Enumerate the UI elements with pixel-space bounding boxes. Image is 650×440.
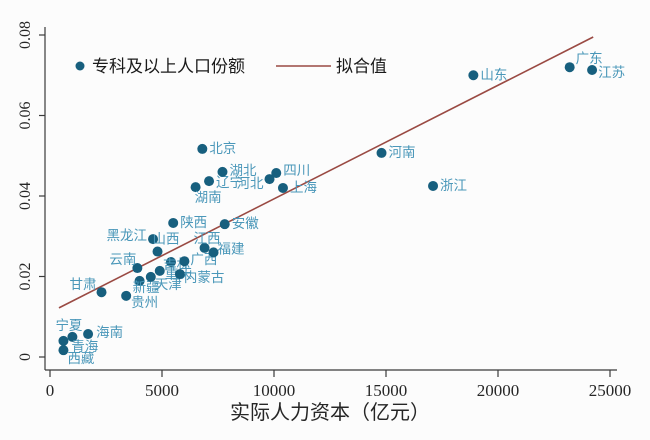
point-label: 内蒙古 (184, 270, 225, 285)
point-label: 辽宁 (216, 174, 243, 190)
y-tick-label: 0.06 (17, 102, 34, 130)
point-label: 青海 (71, 339, 98, 354)
point-label: 黑龙江 (107, 228, 148, 243)
data-point (179, 256, 190, 267)
data-point (154, 265, 165, 276)
point-label: 宁夏 (55, 317, 82, 333)
point-label: 湖南 (195, 190, 222, 205)
point-label: 广东 (576, 51, 603, 66)
point-label: 陕西 (180, 215, 207, 230)
data-point (587, 65, 598, 76)
point-label: 四川 (283, 163, 310, 178)
y-tick-label: 0.02 (17, 263, 34, 291)
x-tick-label: 20000 (477, 381, 520, 400)
data-point (277, 182, 288, 193)
data-point (58, 345, 69, 356)
x-tick-label: 0 (46, 381, 55, 400)
y-tick-label: 0.08 (17, 21, 34, 49)
point-label: 甘肃 (70, 277, 97, 292)
data-point (208, 247, 219, 258)
data-point (199, 242, 210, 253)
data-point (217, 166, 228, 177)
data-point (132, 263, 143, 274)
data-point (174, 269, 185, 280)
point-label: 云南 (109, 252, 136, 267)
x-tick-label: 15000 (365, 381, 408, 400)
x-tick-label: 5000 (145, 381, 179, 400)
data-point (152, 246, 163, 257)
point-label: 江苏 (598, 65, 625, 80)
data-point (264, 174, 275, 185)
data-point (376, 147, 387, 158)
data-point (564, 62, 575, 73)
point-label: 山东 (480, 67, 507, 82)
data-point (468, 70, 479, 81)
legend-fit-label: 拟合值 (336, 57, 387, 76)
data-point (145, 271, 156, 282)
point-label: 江西 (194, 231, 221, 246)
point-label: 贵州 (131, 295, 158, 310)
x-tick-label: 10000 (253, 381, 296, 400)
point-label: 安徽 (232, 216, 259, 231)
point-label: 新疆 (133, 280, 160, 295)
data-point (67, 331, 78, 342)
point-label: 河北 (237, 176, 264, 191)
data-point (271, 168, 282, 179)
point-label: 山西 (153, 232, 180, 247)
fit-line (58, 36, 594, 309)
data-point (83, 329, 94, 340)
data-point (148, 234, 159, 245)
y-tick-label: 0.04 (17, 182, 34, 210)
data-point (165, 257, 176, 268)
point-label: 海南 (96, 325, 123, 340)
point-label: 浙江 (440, 178, 467, 193)
data-point (121, 290, 132, 301)
legend-scatter-label: 专科及以上人口份额 (92, 57, 245, 76)
point-label: 西藏 (67, 351, 94, 366)
point-label: 天津 (155, 277, 182, 292)
data-point (428, 180, 439, 191)
data-point (219, 219, 230, 230)
point-label: 福建 (218, 241, 245, 256)
legend-point-marker (75, 61, 85, 71)
point-label: 湖北 (229, 163, 256, 178)
plot-area: 0 0.02 0.04 0.06 0.08 0 5000 10000 15000 20000 250… (17, 21, 631, 400)
point-label: 河南 (389, 145, 416, 160)
data-point (204, 176, 215, 187)
data-point (168, 217, 179, 228)
y-tick-label: 0 (17, 353, 34, 361)
point-label: 上海 (290, 180, 317, 195)
data-point (134, 275, 145, 286)
point-label: 北京 (209, 141, 236, 156)
data-point (96, 287, 107, 298)
data-point (197, 143, 208, 154)
data-point (58, 335, 69, 346)
x-axis-title: 实际人力资本（亿元） (230, 401, 430, 424)
data-point (190, 182, 201, 193)
x-tick-label: 25000 (589, 381, 632, 400)
